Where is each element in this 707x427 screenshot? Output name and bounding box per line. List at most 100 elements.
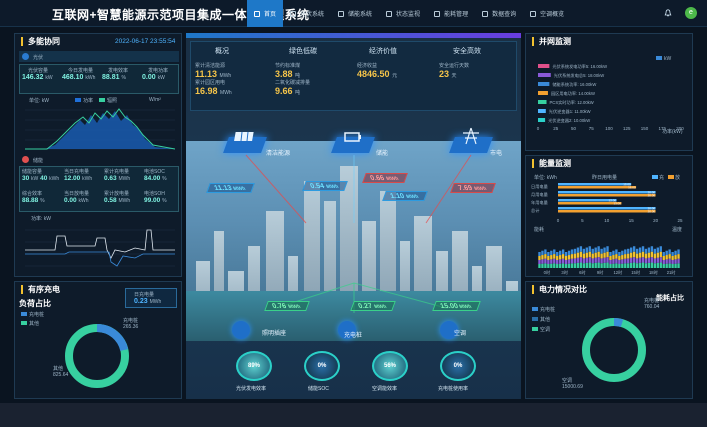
bar [624, 249, 627, 255]
power-tower-icon [463, 127, 479, 145]
avatar[interactable]: e [685, 7, 697, 19]
flow-value-tag: 0.27 MWh [350, 301, 396, 311]
monitor-icon [386, 10, 393, 17]
flow-value-tag: 0.76 MWh [264, 301, 310, 311]
bar [665, 263, 668, 268]
bar [538, 109, 546, 113]
stat-label: 发电功率 [148, 68, 169, 74]
ac-icon[interactable] [440, 321, 458, 339]
bar [550, 259, 553, 264]
bar [647, 247, 651, 253]
bar [635, 258, 639, 264]
gauge-label: 充电桩使用率 [438, 386, 469, 392]
pv-stat: 光伏容量 146.32 kW [22, 67, 60, 81]
bar [558, 210, 656, 213]
battery-icon [338, 10, 345, 17]
bar [588, 257, 591, 263]
stat-value: 0.00 kW [142, 74, 165, 81]
bar [638, 257, 642, 263]
bar-value: 20.00 [648, 193, 656, 197]
tick-label: 175 [658, 126, 666, 131]
bar [627, 253, 630, 259]
bar [582, 258, 586, 264]
node-label: 照明插座 [262, 331, 287, 337]
bar [570, 263, 574, 268]
bar-label: 园区用电功率: 14.00kW [551, 90, 595, 97]
nav-item-energy[interactable]: 能耗管理 [427, 0, 475, 27]
gauge-charger-usage: 0% [440, 351, 476, 381]
bar [638, 262, 642, 268]
bar [674, 259, 677, 264]
energy-icon [434, 10, 441, 17]
energy-y-right: 温度 [672, 227, 683, 233]
bar [570, 249, 574, 255]
bar [547, 252, 550, 256]
lamp-icon[interactable] [232, 321, 250, 339]
category-label: 日用电量 [531, 183, 548, 190]
bar [612, 250, 615, 256]
bar [558, 183, 632, 186]
bar [538, 64, 550, 68]
bar [603, 252, 606, 258]
nav-item-monitor[interactable]: 状态监视 [379, 0, 427, 27]
tick-label: 25 [677, 218, 683, 223]
bar [659, 262, 662, 268]
bar [558, 207, 656, 210]
nav-item-storage[interactable]: 储能系统 [331, 0, 379, 27]
stat-value: 146.32 kW [22, 74, 53, 81]
storage-power-chart [25, 229, 175, 267]
bar [635, 253, 639, 259]
node-label: 市电 [490, 151, 503, 157]
power-legend: 充电桩 其他 空调 [532, 306, 555, 333]
bar [635, 248, 639, 254]
bar [612, 255, 615, 260]
bar [564, 260, 568, 264]
bar [576, 247, 580, 253]
gauge-pv-efficiency: 89% [236, 351, 272, 381]
multi-energy-panel: 多能协同 2022-06-17 23:55:54 光伏 光伏容量 146.32 … [14, 33, 182, 277]
bar [618, 252, 621, 256]
grid-unit: 功率(kW) [662, 129, 683, 135]
bar-label: 光伏系统发电功率5: 16.00kW [552, 63, 607, 70]
bar [650, 251, 654, 258]
node-label: 储能 [376, 151, 389, 157]
nav-item-ac[interactable]: 空调概览 [523, 0, 571, 27]
bar [632, 251, 636, 258]
bar-value: 20.00 [648, 209, 656, 213]
pv-label: 光伏 [33, 55, 44, 61]
bar [538, 100, 547, 104]
bar [627, 258, 630, 264]
bar [547, 264, 550, 268]
bar [556, 256, 559, 260]
bar [677, 258, 680, 264]
flow-value-tag: 11.13 MWh [206, 183, 255, 193]
bar [576, 257, 580, 263]
bar [588, 262, 591, 268]
bar [585, 252, 588, 258]
storage-stat: 当日放电量 0.00 kWh [64, 191, 90, 204]
solar-panel-icon [234, 131, 254, 142]
power-subtitle: 能耗占比 [656, 295, 684, 302]
nav-label: 空调概览 [540, 12, 565, 18]
bar [612, 263, 615, 268]
bar [603, 247, 606, 253]
nav-item-query[interactable]: 数据查询 [475, 0, 523, 27]
node-label: 清洁能源 [266, 151, 291, 157]
bar [606, 262, 609, 268]
bar [662, 252, 665, 256]
tick-label: 20 [653, 218, 659, 223]
bar [659, 251, 662, 258]
bar [618, 256, 621, 260]
charger-icon[interactable] [338, 321, 356, 339]
charging-pie [65, 324, 129, 388]
charging-legend: 充电桩 其他 [21, 311, 44, 327]
tick-label: 25 [553, 126, 559, 131]
nav-item-home[interactable]: 首页 [247, 0, 284, 27]
nav-item-pv[interactable]: 光伏系统 [283, 0, 331, 27]
grid-bar-chart: 光伏系统发电功率5: 16.00kW 光伏系统发电总5: 18.00kW 储能系统功… [537, 63, 685, 131]
storage-stat: 综合效率 88.88 % [22, 191, 45, 204]
bell-icon[interactable] [664, 9, 672, 17]
stat-label: 今日发电量 [68, 68, 94, 74]
daily-charge-box: 日充电量 0.23 MWh [125, 288, 177, 308]
bar [564, 264, 568, 268]
